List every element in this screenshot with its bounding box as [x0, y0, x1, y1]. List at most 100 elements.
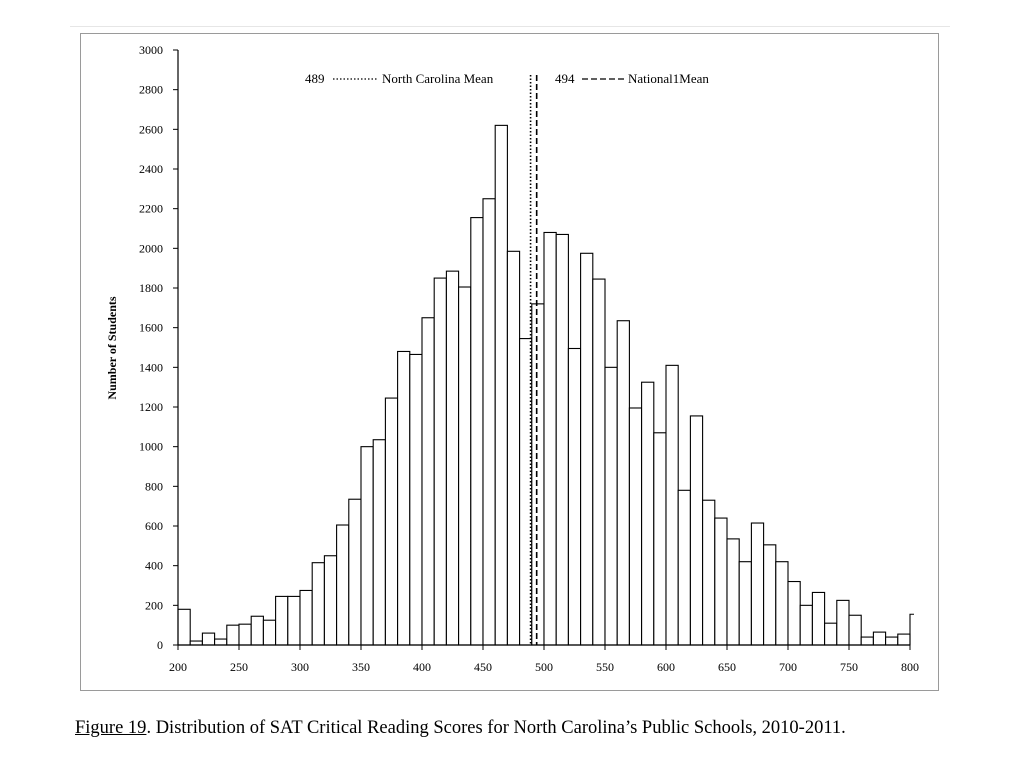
nc-mean-value: 489 [305, 71, 325, 86]
x-tick-label: 200 [169, 660, 187, 674]
histogram-bar [250, 615, 264, 646]
y-tick-label: 1000 [139, 440, 163, 454]
histogram-bar [336, 524, 350, 646]
x-tick-label: 300 [291, 660, 309, 674]
histogram-bar [604, 366, 618, 646]
histogram-bar [567, 347, 582, 646]
histogram-bar [848, 614, 862, 646]
y-tick-label: 200 [145, 598, 163, 612]
y-tick-label: 1600 [139, 321, 163, 335]
histogram-chart: 0 200 400 600 800 1000 1200 1400 1600 1800 2000 220… [105, 43, 919, 674]
histogram-bar [360, 446, 374, 646]
histogram-bar [226, 624, 240, 646]
histogram-bar [616, 320, 630, 646]
histogram-bar [738, 561, 752, 646]
histogram-bar [689, 415, 704, 646]
histogram-bar [433, 277, 447, 646]
histogram-bar [458, 286, 472, 646]
x-tick-label: 400 [413, 660, 431, 674]
histogram-bar [372, 439, 386, 646]
histogram-bars [177, 124, 914, 646]
histogram-bar [201, 632, 216, 646]
chart-frame [80, 33, 939, 691]
histogram-bar [287, 595, 301, 646]
histogram-bar [702, 499, 716, 646]
page-top-rule [70, 26, 950, 27]
y-tick-label: 600 [145, 519, 163, 533]
y-tick-label: 2200 [139, 202, 163, 216]
figure-label: Figure 19 [75, 718, 147, 738]
histogram-bar [750, 522, 765, 646]
y-tick-label: 1400 [139, 360, 163, 374]
national-mean-annotation: 494 National1Mean [555, 71, 709, 86]
histogram-bar [470, 217, 484, 646]
histogram-bar [860, 636, 874, 646]
histogram-bar [824, 622, 838, 646]
histogram-bar [726, 538, 740, 646]
histogram-bar [628, 407, 643, 646]
histogram-bar [262, 619, 277, 646]
histogram-bar [653, 432, 667, 646]
national-mean-label: National1Mean [628, 71, 709, 86]
histogram-bar [836, 599, 850, 646]
y-tick-label: 2000 [139, 241, 163, 255]
chart-ticks: 0 200 400 600 800 1000 1200 1400 1600 1800 2000 220… [139, 43, 919, 674]
x-tick-label: 650 [718, 660, 736, 674]
histogram-bar [384, 397, 399, 646]
histogram-bar [421, 317, 435, 646]
histogram-bar [409, 353, 423, 646]
histogram-bar [323, 555, 338, 646]
nc-mean-label: North Carolina Mean [382, 71, 494, 86]
y-tick-label: 800 [145, 479, 163, 493]
figure-caption: Figure 19. Distribution of SAT Critical … [75, 718, 935, 739]
histogram-bar [275, 595, 289, 646]
mean-lines [529, 75, 538, 645]
histogram-bar [714, 517, 728, 646]
histogram-bar [763, 544, 777, 646]
histogram-bar [677, 489, 691, 646]
histogram-bar [799, 604, 813, 646]
histogram-bar [885, 636, 899, 646]
histogram-bar [787, 580, 801, 646]
y-tick-label: 2800 [139, 83, 163, 97]
y-tick-label: 400 [145, 559, 163, 573]
histogram-bar [311, 562, 325, 646]
x-tick-label: 600 [657, 660, 675, 674]
histogram-bar [482, 198, 496, 646]
x-tick-label: 800 [901, 660, 919, 674]
histogram-bar [543, 231, 557, 646]
histogram-bar [445, 270, 460, 646]
histogram-bar [238, 623, 252, 646]
y-tick-label: 0 [157, 638, 163, 652]
figure-caption-text: . Distribution of SAT Critical Reading S… [146, 718, 846, 738]
x-tick-label: 500 [535, 660, 553, 674]
x-tick-label: 700 [779, 660, 797, 674]
y-tick-label: 2600 [139, 122, 163, 136]
histogram-bar [506, 250, 521, 646]
histogram-bar [177, 608, 191, 646]
histogram-bar [494, 124, 508, 646]
nc-mean-annotation: 489 North Carolina Mean [305, 71, 494, 86]
histogram-bar [665, 364, 679, 646]
histogram-bar [811, 591, 826, 646]
national-mean-value: 494 [555, 71, 575, 86]
y-tick-label: 2400 [139, 162, 163, 176]
x-tick-label: 350 [352, 660, 370, 674]
histogram-bar [531, 303, 545, 646]
x-tick-label: 450 [474, 660, 492, 674]
x-tick-label: 750 [840, 660, 858, 674]
histogram-bar [397, 350, 411, 646]
histogram-bar [592, 278, 606, 646]
histogram-bar [348, 498, 362, 646]
histogram-bar [641, 381, 655, 646]
x-tick-label: 250 [230, 660, 248, 674]
y-tick-label: 3000 [139, 43, 163, 57]
histogram-bar [897, 633, 911, 646]
histogram-bar [775, 561, 789, 646]
histogram-bar [214, 638, 228, 646]
y-tick-label: 1800 [139, 281, 163, 295]
histogram-bar [555, 233, 569, 646]
histogram-bar [580, 252, 594, 646]
x-tick-label: 550 [596, 660, 614, 674]
histogram-bar-edge [909, 613, 914, 645]
